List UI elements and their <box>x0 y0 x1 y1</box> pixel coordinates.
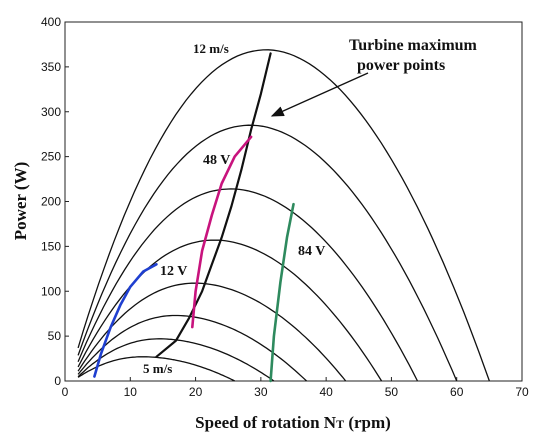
y-tick-label: 350 <box>41 60 61 74</box>
series-line-84v <box>269 202 295 383</box>
x-tick-label: 20 <box>189 385 203 399</box>
x-tick-label: 60 <box>450 385 464 399</box>
x-tick-label: 70 <box>515 385 529 399</box>
turbine-curve-2 <box>77 124 458 382</box>
mpp-label-line2: power points <box>357 57 445 74</box>
y-axis-title: Power (W) <box>11 162 30 241</box>
speed-label-bottom: 5 m/s <box>143 361 172 376</box>
x-axis-title: Speed of rotation NT (rpm) <box>195 413 391 432</box>
y-tick-label: 300 <box>41 105 61 119</box>
x-axis-title-main: Speed of rotation N <box>195 413 337 432</box>
axis-ticks: 0 10 20 30 40 50 60 70 0 50 100 150 200 250 300 350 400 <box>41 15 529 399</box>
turbine-curve-3 <box>77 188 419 382</box>
y-tick-label: 50 <box>48 329 62 343</box>
x-tick-label: 50 <box>385 385 399 399</box>
plot-frame <box>64 21 523 382</box>
x-axis-title-subscript: T <box>336 417 344 431</box>
series-line-12v <box>93 262 158 378</box>
y-tick-label: 150 <box>41 239 61 253</box>
y-tick-label: 400 <box>41 15 61 29</box>
y-tick-label: 250 <box>41 150 61 164</box>
series-label-48v: 48 V <box>203 153 230 168</box>
voltage-series <box>93 52 295 383</box>
mpp-label-line1: Turbine maximum <box>349 37 478 54</box>
y-tick-label: 100 <box>41 284 61 298</box>
speed-label-top: 12 m/s <box>193 41 229 56</box>
x-axis-title-unit: (rpm) <box>344 413 391 432</box>
series-line-48v <box>191 135 253 329</box>
x-tick-label: 40 <box>319 385 333 399</box>
series-label-84v: 84 V <box>298 244 325 259</box>
x-tick-label: 0 <box>62 385 69 399</box>
x-tick-label: 30 <box>254 385 268 399</box>
y-tick-label: 0 <box>54 374 61 388</box>
y-tick-label: 200 <box>41 195 61 209</box>
series-label-12v: 12 V <box>160 264 187 279</box>
x-tick-label: 10 <box>124 385 138 399</box>
turbine-curve-1 <box>77 49 491 382</box>
mpp-arrow <box>270 72 369 117</box>
mpp-line <box>155 52 272 358</box>
turbine-curve-5 <box>77 282 347 382</box>
